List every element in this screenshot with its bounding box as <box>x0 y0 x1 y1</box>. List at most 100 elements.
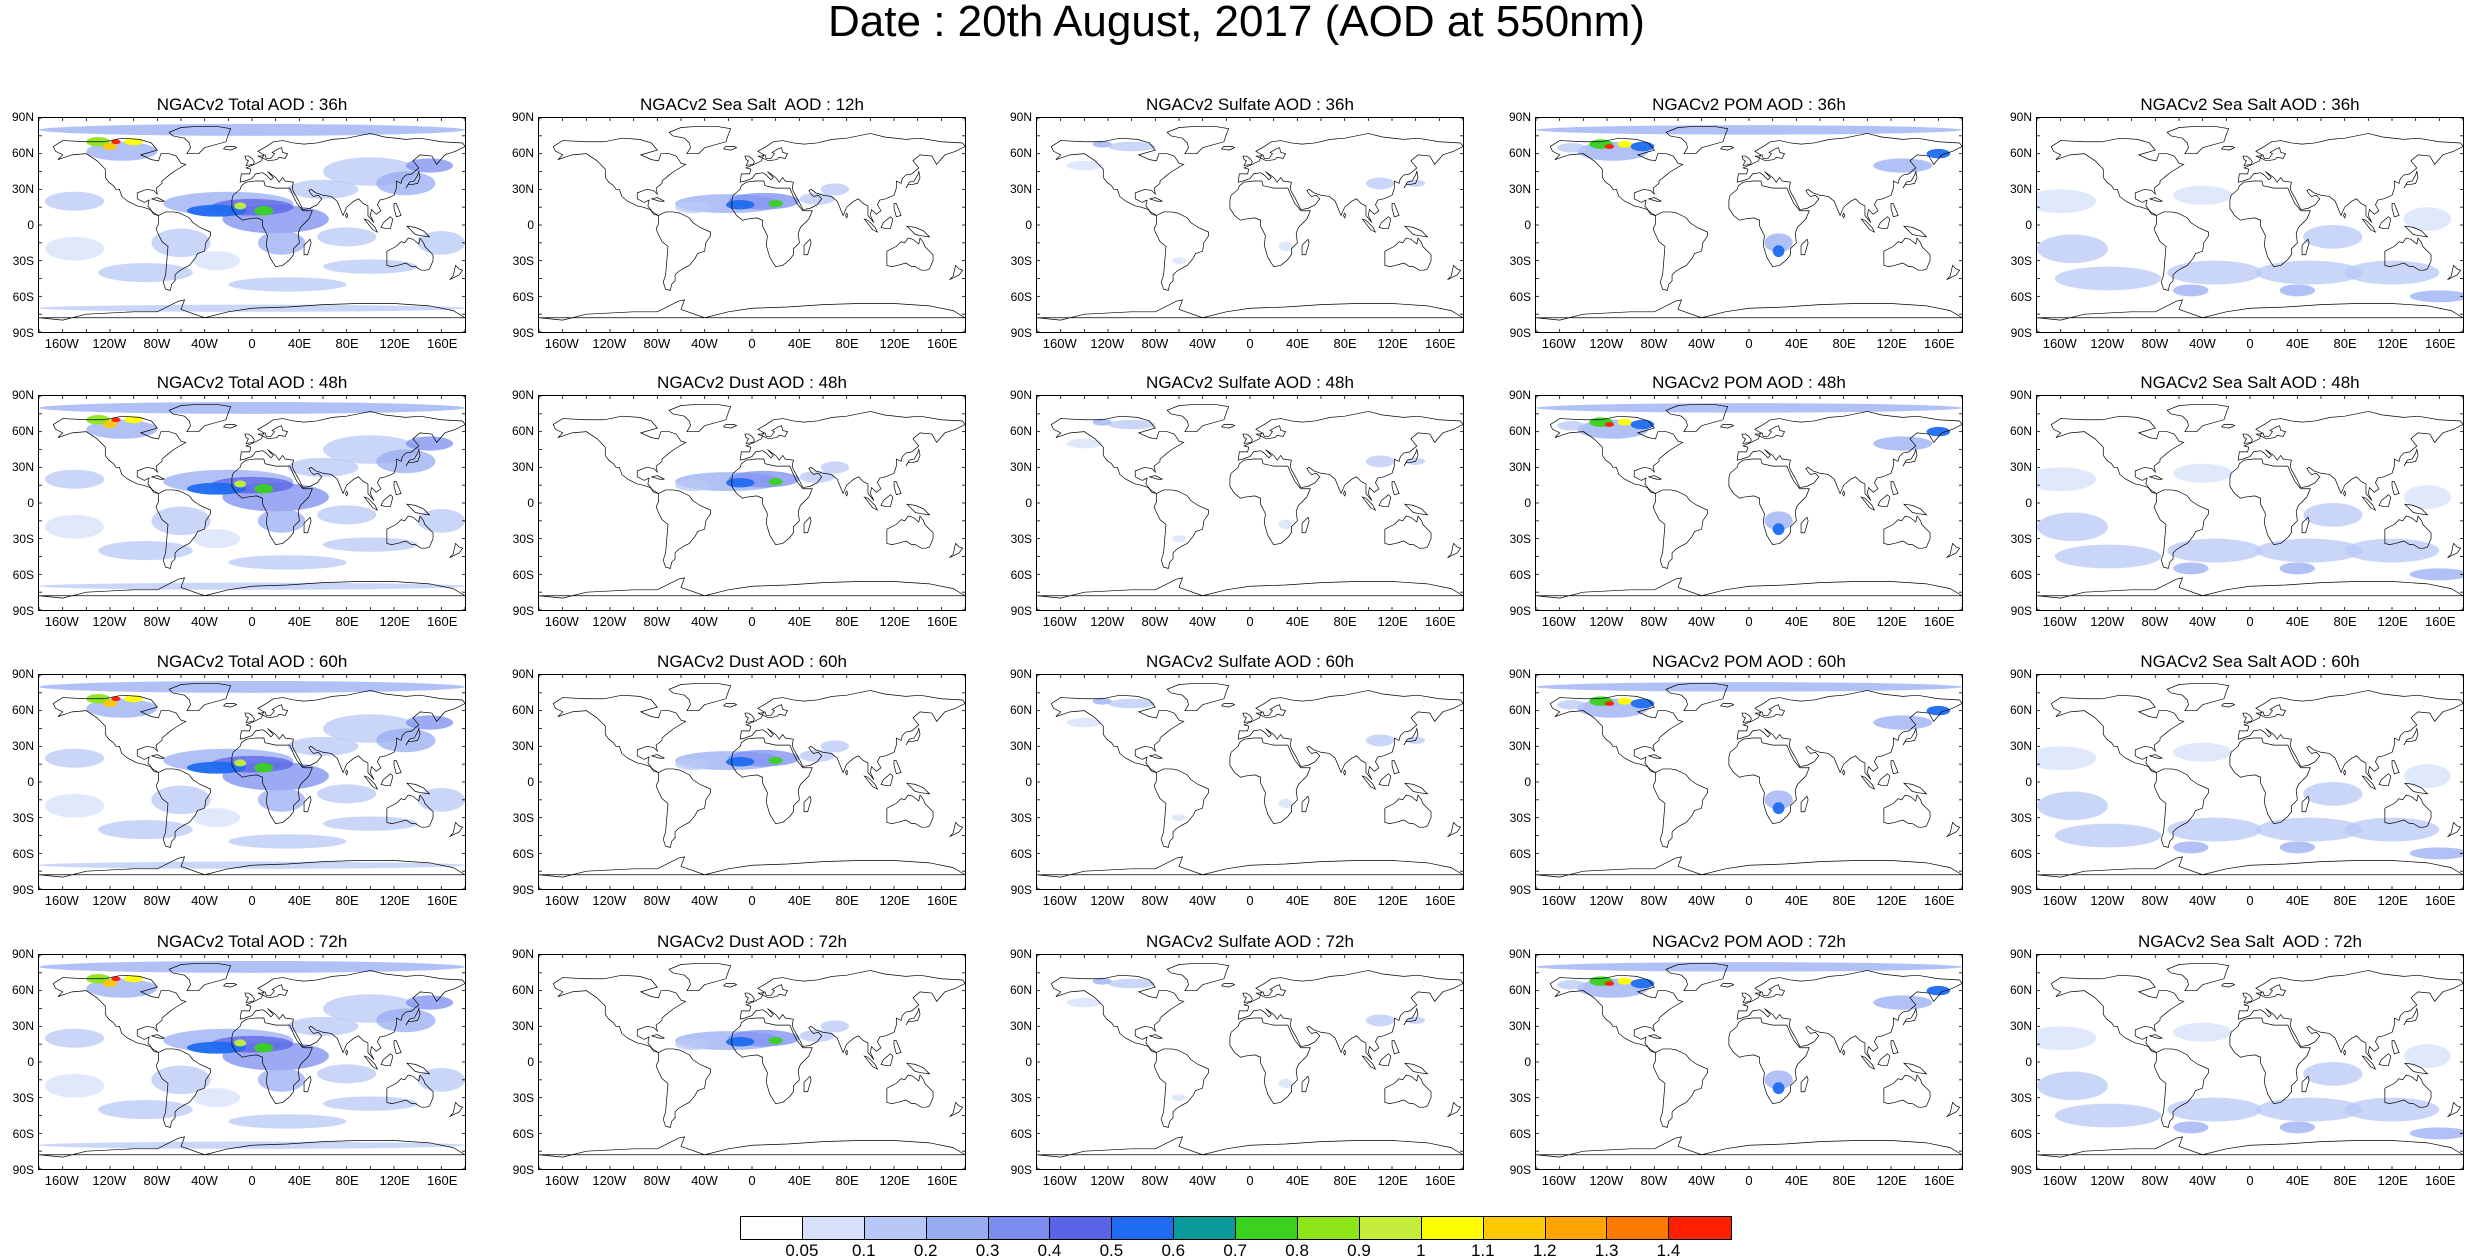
map-frame <box>38 117 466 333</box>
coastline-scandinavia <box>257 704 289 719</box>
latitude-tick-label: 60S <box>2010 1127 2032 1141</box>
coastline-scandinavia <box>2255 984 2287 999</box>
coastline-antarctica <box>1536 577 1962 599</box>
longitude-tick-label: 80W <box>1640 893 1668 908</box>
colorbar-label: 0.5 <box>1099 1241 1124 1260</box>
coastline-iceland <box>2220 703 2236 708</box>
longitude-tick-label: 80E <box>1832 336 1856 351</box>
coastline-japan <box>905 1007 921 1026</box>
coastline-philippines <box>393 1040 402 1055</box>
aod-plume <box>124 695 144 703</box>
aod-map <box>1536 396 1962 610</box>
aod-plume <box>234 1039 247 1047</box>
coastline-borneo <box>1378 216 1392 229</box>
aod-plume <box>1873 715 1933 730</box>
colorbar <box>740 1216 1733 1240</box>
longitude-tick-label: 80W <box>143 893 171 908</box>
map-panel: NGACv2 Total AOD : 48h 90N 60N 30N 0 30S 60S 90… <box>0 373 494 651</box>
panel-title: NGACv2 POM AOD : 72h <box>1652 932 1846 951</box>
longitude-axis: 160W 120W 80W 40W 0 40E 80E 120E 160E <box>538 337 966 353</box>
longitude-tick-label: 120W <box>1090 336 1125 351</box>
coastline-uk <box>1242 433 1253 445</box>
longitude-tick-label: 160E <box>427 1173 458 1188</box>
longitude-tick-label: 120E <box>1876 1173 1907 1188</box>
colorbar-swatch <box>1236 1217 1299 1239</box>
aod-field <box>1536 125 1962 258</box>
aod-plume <box>417 787 465 812</box>
coastline-africa <box>731 458 813 545</box>
latitude-tick-label: 90N <box>1009 388 1032 402</box>
latitude-tick-label: 0 <box>527 775 534 789</box>
colorbar-swatch <box>1174 1217 1237 1239</box>
axis-ticks <box>1536 955 1962 1169</box>
aod-plume <box>151 506 211 536</box>
panel-title: NGACv2 Dust AOD : 48h <box>657 373 847 392</box>
longitude-tick-label: 80E <box>1333 1173 1357 1188</box>
coastline-newguinea <box>905 225 931 238</box>
coastline-japan <box>1902 170 1918 189</box>
longitude-tick-label: 120E <box>1876 614 1907 629</box>
coastline-cuba <box>651 475 665 480</box>
aod-plume <box>1365 734 1395 747</box>
latitude-tick-label: 90S <box>512 326 534 340</box>
colorbar-label: 1.4 <box>1656 1241 1681 1260</box>
aod-plume <box>2409 1127 2463 1140</box>
aod-plume <box>768 200 783 208</box>
aod-plume <box>44 191 105 211</box>
aod-plume <box>2173 1022 2233 1042</box>
coastline-scandinavia <box>257 984 289 999</box>
latitude-tick-label: 90S <box>1509 326 1531 340</box>
aod-map <box>539 118 965 332</box>
aod-plume <box>2279 562 2316 575</box>
coastline-iceland <box>722 703 738 708</box>
aod-plume <box>287 179 359 199</box>
latitude-tick-label: 90N <box>1508 388 1531 402</box>
longitude-tick-label: 40E <box>287 336 312 351</box>
longitude-tick-label: 120W <box>92 893 127 908</box>
coastline-madagascar <box>1800 795 1809 813</box>
colorbar-swatch <box>1050 1217 1113 1239</box>
latitude-tick-label: 90N <box>2009 667 2032 681</box>
coastline-nz <box>949 1101 964 1117</box>
coastline-eurasia <box>239 690 465 780</box>
coastline-srilanka <box>345 769 349 776</box>
axis-ticks <box>539 955 965 1169</box>
longitude-tick-label: 80E <box>835 1173 859 1188</box>
longitude-tick-label: 0 <box>1246 336 1254 351</box>
aod-plume <box>44 469 105 489</box>
longitude-tick-label: 40W <box>1688 1173 1715 1188</box>
latitude-tick-label: 60N <box>11 983 34 997</box>
latitude-tick-label: 90S <box>12 326 34 340</box>
coastline-srilanka <box>845 1049 849 1056</box>
aod-plume <box>1066 997 1103 1008</box>
aod-map <box>1037 675 1463 889</box>
latitude-tick-label: 0 <box>527 1055 534 1069</box>
coastline-cuba <box>2149 475 2163 480</box>
coastline-newguinea <box>2403 503 2429 516</box>
coastline-namerica <box>1549 137 1684 216</box>
coastline-cuba <box>1648 475 1662 480</box>
coastline-borneo <box>380 773 394 786</box>
aod-plume <box>39 401 465 414</box>
coastline-scandinavia <box>2255 147 2287 162</box>
coastline-namerica <box>1549 974 1684 1053</box>
longitude-tick-label: 120E <box>879 1173 910 1188</box>
colorbar-swatch <box>802 1217 865 1239</box>
latitude-tick-label: 60S <box>2010 847 2032 861</box>
longitude-axis: 160W 120W 80W 40W 0 40E 80E 120E 160E <box>38 337 466 353</box>
aod-plume <box>2279 1121 2316 1134</box>
colorbar-label: 0.9 <box>1347 1241 1371 1260</box>
colorbar-label: 0.8 <box>1285 1241 1309 1260</box>
colorbar-swatch <box>1112 1217 1175 1239</box>
aod-plume <box>317 227 377 247</box>
longitude-tick-label: 80E <box>2333 1173 2357 1188</box>
panel-title: NGACv2 Total AOD : 72h <box>156 932 348 951</box>
longitude-tick-label: 160W <box>44 1173 79 1188</box>
panel-title: NGACv2 Sea Salt AOD : 48h <box>2140 373 2360 392</box>
longitude-tick-label: 80E <box>2333 614 2357 629</box>
aod-map <box>39 955 465 1169</box>
longitude-tick-label: 0 <box>1745 1173 1753 1188</box>
latitude-tick-label: 30N <box>2009 460 2032 474</box>
aod-field <box>1536 403 1962 536</box>
aod-plume <box>2403 485 2452 509</box>
